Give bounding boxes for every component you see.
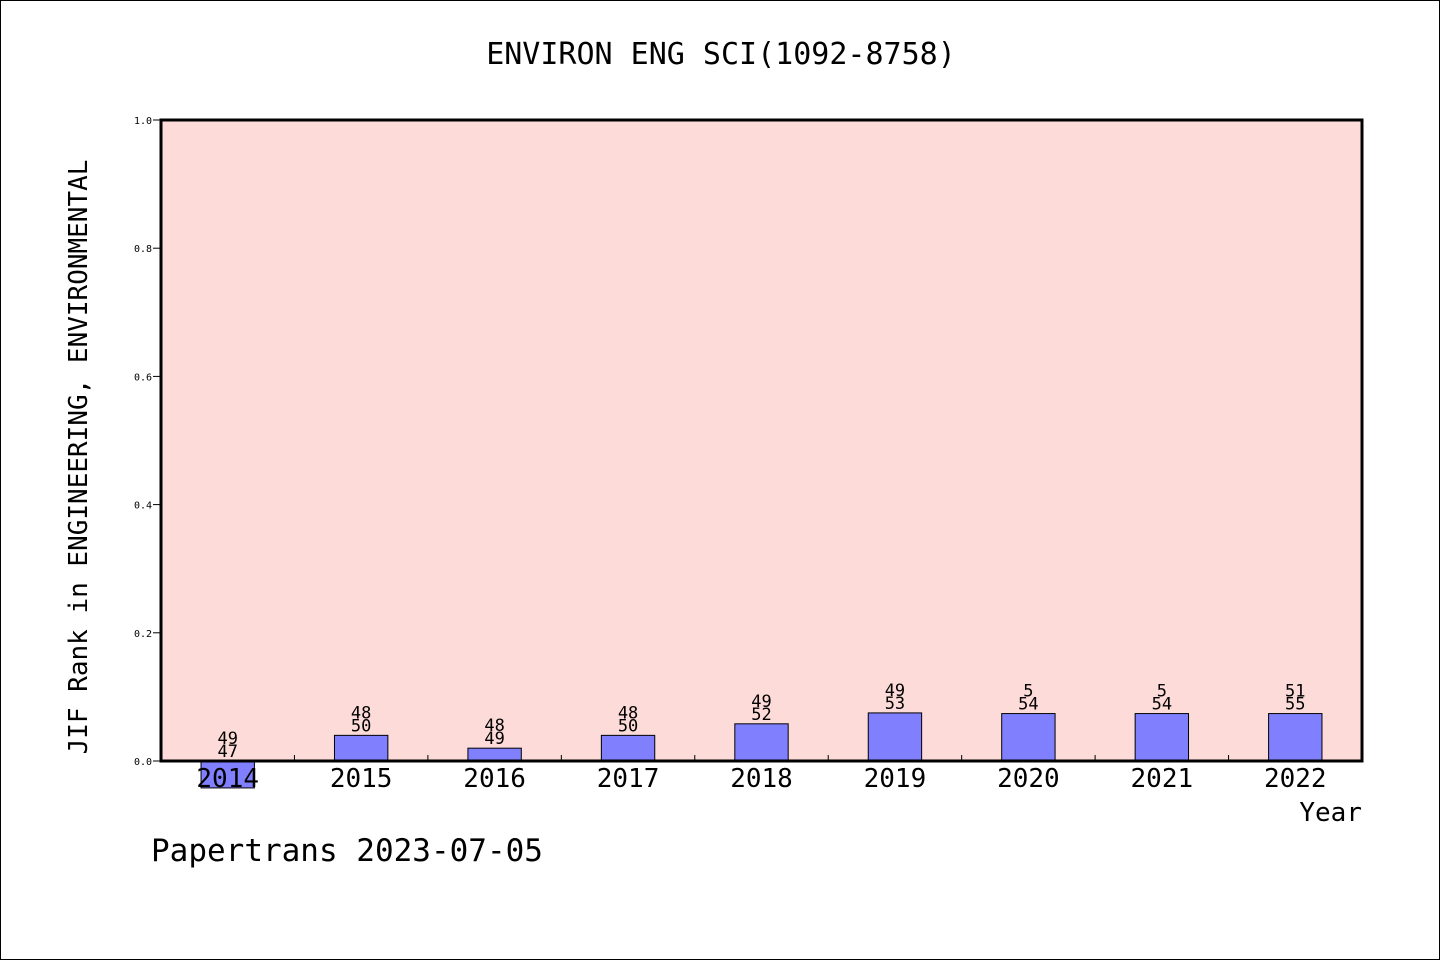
data-label-rank: 48 xyxy=(351,703,371,723)
x-tick-label: 2015 xyxy=(330,764,393,794)
plot-frame xyxy=(159,118,1364,763)
x-tick-label: 2020 xyxy=(997,764,1060,794)
x-tick-label: 2014 xyxy=(196,764,259,794)
data-label-rank: 5 xyxy=(1157,682,1167,702)
data-label-total: 54 xyxy=(1018,695,1038,715)
data-label-total: 52 xyxy=(751,705,771,725)
data-label-rank: 48 xyxy=(618,703,638,723)
chart-title: ENVIRON ENG SCI(1092-8758) xyxy=(486,37,956,72)
bar-2020 xyxy=(1001,713,1056,762)
y-tick-label: 0.8 xyxy=(134,244,152,255)
data-label-total: 50 xyxy=(351,716,371,736)
bar-2016 xyxy=(467,747,522,762)
data-label-rank: 49 xyxy=(885,681,905,701)
data-label-total: 50 xyxy=(618,716,638,736)
footer-watermark: Papertrans 2023-07-05 xyxy=(151,833,543,869)
x-tick-label: 2017 xyxy=(597,764,660,794)
x-tick-label: 2018 xyxy=(730,764,793,794)
bar-2022 xyxy=(1268,713,1323,762)
bar-2014 xyxy=(200,760,255,789)
plot-background xyxy=(161,120,1362,761)
data-label-total: 49 xyxy=(484,729,504,749)
bar-2019 xyxy=(867,712,923,762)
bar-2015 xyxy=(333,734,389,762)
bar-2017 xyxy=(600,734,656,762)
data-label-total: 53 xyxy=(885,694,905,714)
data-label-total: 54 xyxy=(1152,695,1172,715)
x-tick-label: 2022 xyxy=(1264,764,1327,794)
data-label-total: 47 xyxy=(217,742,237,762)
x-axis-label: Year xyxy=(1299,798,1362,828)
data-label-total: 55 xyxy=(1285,695,1305,715)
y-tick-label: 0.6 xyxy=(134,372,152,383)
y-tick-label: 0.4 xyxy=(134,501,152,512)
y-axis-label: JIF Rank in ENGINEERING, ENVIRONMENTAL xyxy=(64,160,94,755)
y-tick-label: 0.0 xyxy=(134,757,152,768)
data-label-rank: 51 xyxy=(1285,682,1305,702)
bar-2021 xyxy=(1134,713,1190,762)
data-label-rank: 5 xyxy=(1023,682,1033,702)
data-label-rank: 49 xyxy=(751,692,771,712)
y-tick-label: 0.2 xyxy=(134,629,152,640)
y-tick-label: 1.0 xyxy=(134,116,152,127)
bar-2018 xyxy=(734,723,789,762)
x-tick-label: 2016 xyxy=(463,764,526,794)
x-tick-label: 2021 xyxy=(1131,764,1194,794)
x-tick-label: 2019 xyxy=(864,764,927,794)
data-label-rank: 48 xyxy=(484,716,504,736)
data-label-rank: 49 xyxy=(217,729,237,749)
